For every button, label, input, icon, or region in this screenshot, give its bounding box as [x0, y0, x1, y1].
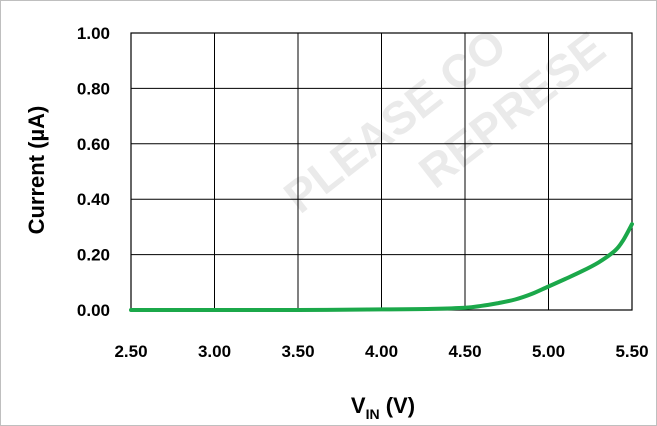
x-tick-label: 5.50 — [615, 342, 648, 361]
y-axis-title: Current (µA) — [24, 106, 49, 235]
x-tick-label: 3.50 — [281, 342, 314, 361]
y-tick-label: 0.40 — [77, 190, 110, 209]
y-tick-label: 0.20 — [77, 246, 110, 265]
y-tick-label: 1.00 — [77, 24, 110, 43]
x-axis-title-subscript: IN — [366, 406, 380, 422]
x-tick-labels: 2.50 3.00 3.50 4.00 4.50 5.00 5.50 — [114, 342, 648, 361]
x-tick-label: 3.00 — [198, 342, 231, 361]
x-tick-label: 2.50 — [114, 342, 147, 361]
x-tick-label: 4.50 — [448, 342, 481, 361]
x-axis-title-main: V — [351, 393, 366, 418]
x-axis-title: VIN (V) — [351, 393, 415, 422]
x-axis-title-unit: (V) — [380, 393, 415, 418]
y-tick-label: 0.00 — [77, 301, 110, 320]
series-line — [129, 222, 634, 313]
y-tick-labels: 0.00 0.20 0.40 0.60 0.80 1.00 — [77, 24, 110, 320]
x-tick-label: 5.00 — [532, 342, 565, 361]
x-tick-label: 4.00 — [365, 342, 398, 361]
y-tick-label: 0.60 — [77, 135, 110, 154]
y-tick-label: 0.80 — [77, 79, 110, 98]
